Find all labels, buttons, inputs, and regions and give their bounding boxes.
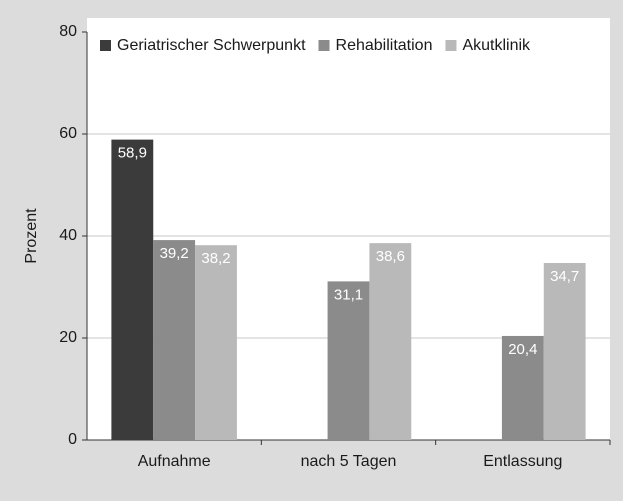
bar: [327, 281, 370, 440]
legend-swatch: [100, 40, 111, 51]
x-tick-label: nach 5 Tagen: [301, 453, 397, 470]
data-label: 38,2: [201, 250, 230, 267]
legend-label: Geriatrischer Schwerpunkt: [117, 37, 306, 54]
bar: [111, 139, 154, 441]
x-tick-label: Aufnahme: [138, 453, 211, 470]
bar: [369, 243, 412, 440]
data-label: 58,9: [118, 145, 147, 162]
data-label: 20,4: [508, 341, 537, 358]
y-tick-label: 40: [59, 227, 77, 244]
bar: [153, 240, 196, 440]
bar: [501, 335, 544, 440]
bar: [543, 263, 586, 440]
y-axis-label: Prozent: [23, 208, 40, 264]
x-tick-label: Entlassung: [483, 453, 562, 470]
data-label: 34,7: [550, 268, 579, 285]
data-label: 31,1: [334, 286, 363, 303]
y-tick-label: 20: [59, 329, 77, 346]
data-label: 38,6: [376, 248, 405, 265]
legend-label: Akutklinik: [462, 37, 531, 54]
legend-swatch: [318, 40, 330, 51]
y-tick-label: 0: [68, 431, 77, 448]
y-tick-label: 60: [59, 125, 77, 142]
legend-label: Rehabilitation: [336, 37, 433, 54]
legend-swatch: [445, 40, 457, 51]
y-tick-label: 80: [59, 23, 77, 40]
data-label: 39,2: [160, 245, 189, 262]
bar: [195, 245, 237, 440]
